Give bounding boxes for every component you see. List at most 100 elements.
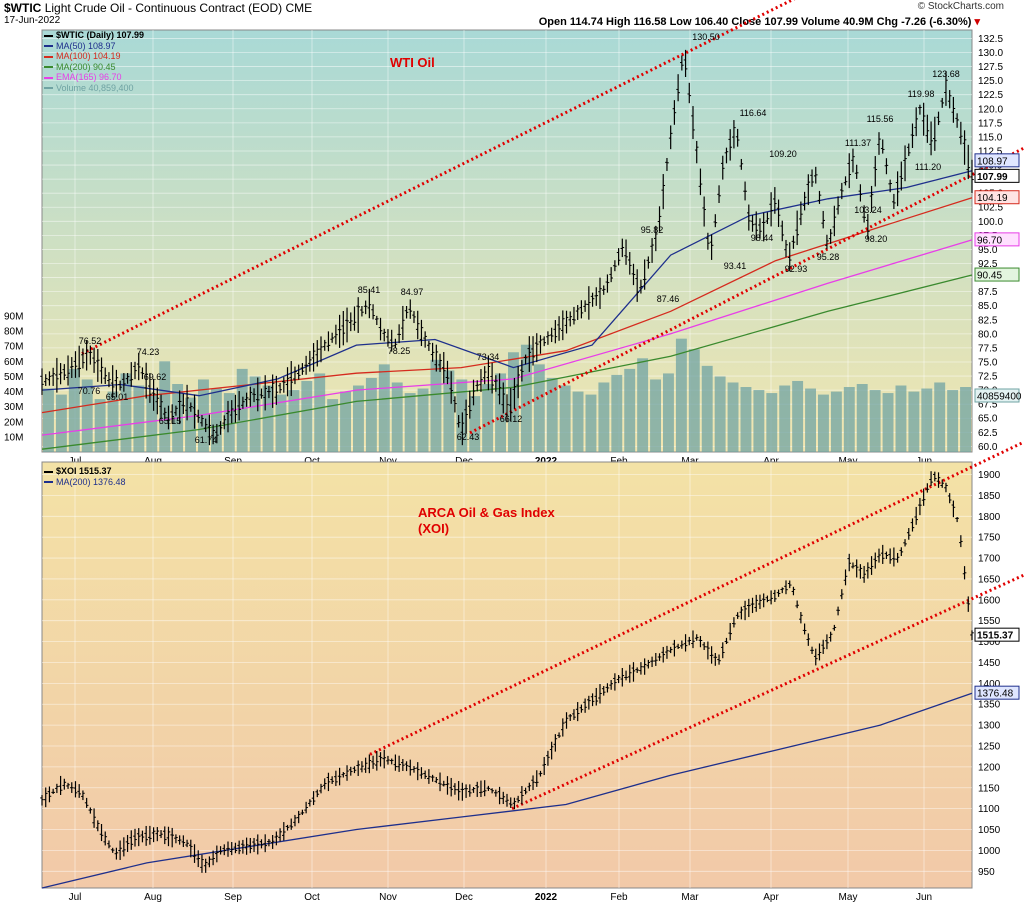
ohlc-summary: Open 114.74 High 116.58 Low 106.40 Close… (539, 15, 980, 28)
x-tick-label: Apr (763, 892, 779, 903)
exchange-label: CME (285, 1, 313, 15)
volume-bar (391, 382, 403, 452)
end-value-box (974, 685, 1020, 700)
end-value-label: 96.70 (977, 235, 1002, 246)
volume-bar (714, 376, 726, 452)
volume-bar (701, 365, 713, 452)
volume-bar (210, 388, 222, 452)
price-annotation: 78.25 (388, 346, 411, 356)
end-value-box (974, 168, 1020, 183)
end-value-label: 90.45 (977, 271, 1002, 282)
volume-bar (327, 399, 339, 452)
volume-bar (520, 344, 532, 452)
volume-bar (792, 380, 804, 452)
volume-bar (753, 390, 765, 452)
legend-swatch (44, 45, 53, 48)
volume-bar (727, 382, 739, 452)
x-tick-label: Jul (69, 892, 82, 903)
volume-bar (947, 390, 959, 452)
price-annotation: 92.93 (785, 264, 808, 274)
legend-swatch (44, 76, 53, 79)
volume-tick-label: 70M (4, 342, 23, 353)
volume-bar (353, 385, 364, 452)
volume-bar (611, 374, 623, 452)
x-tick-label: 2022 (535, 892, 558, 903)
price-annotation: 103.24 (854, 205, 882, 215)
price-annotation: 130.50 (692, 32, 720, 42)
y-tick-label: 1600 (978, 595, 1001, 606)
xoi-legend: $XOI 1515.37 MA(200) 1376.48 (44, 466, 126, 487)
volume-bar (585, 394, 597, 452)
volume-bar (301, 380, 313, 452)
y-tick-label: 112.5 (978, 146, 1003, 157)
volume-bar (908, 391, 920, 452)
y-tick-label: 1100 (978, 804, 1000, 815)
price-annotation: 123.68 (932, 69, 960, 79)
y-tick-label: 120.0 (978, 104, 1003, 115)
x-tick-label: Oct (304, 892, 320, 903)
legend-entry: $XOI 1515.37 (44, 466, 126, 477)
volume-bar (107, 391, 119, 452)
price-annotation: 70.76 (78, 386, 101, 396)
volume-bar (94, 399, 106, 452)
wti-panel: 132.5 130.0 127.5 125.0 122.5 120.0 117.5 115.0… (4, 0, 1024, 467)
y-tick-label: 72.5 (978, 372, 998, 383)
panel-title-sub: (XOI) (418, 521, 449, 536)
instrument-title: Light Crude Oil - Continuous Contract (E… (44, 1, 283, 15)
legend-entry: $WTIC (Daily) 107.99 (44, 30, 144, 41)
y-tick-label: 125.0 (978, 76, 1003, 87)
volume-bar (482, 384, 494, 452)
price-annotation: 109.20 (769, 149, 797, 159)
volume-bar (275, 394, 287, 452)
xoi-ma200-line (41, 692, 973, 889)
volume-bar (43, 388, 54, 452)
y-tick-label: 92.5 (978, 259, 998, 270)
end-value-box (974, 627, 1020, 642)
volume-bar (559, 385, 571, 452)
volume-bar (895, 385, 907, 452)
price-annotation: 61.74 (195, 435, 218, 445)
price-annotation: 93.41 (724, 261, 747, 271)
xoi-panel: 1900 1850 1800 1750 1700 1650 1600 1550 1500 1450… (40, 440, 1024, 903)
plot-area (41, 29, 973, 453)
end-value-label: 1376.48 (977, 689, 1014, 700)
xoi-lower-trend-line (511, 573, 1024, 811)
volume-bar (675, 338, 687, 452)
end-value-box (974, 190, 1020, 205)
volume-bar (818, 394, 829, 452)
volume-bar (81, 379, 93, 452)
volume-bar (882, 393, 894, 452)
volume-bar (572, 391, 584, 452)
volume-tick-label: 50M (4, 372, 23, 383)
ohlc-text: Open 114.74 High 116.58 Low 106.40 Close… (538, 16, 972, 28)
legend-label: $WTIC (Daily) 107.99 (56, 30, 145, 40)
legend-swatch (44, 481, 53, 484)
chart-date: 17-Jun-2022 (4, 15, 61, 26)
down-arrow-icon: ▾ (974, 16, 980, 28)
x-tick-label: Dec (455, 892, 473, 903)
volume-bar (740, 387, 752, 452)
volume-bar (766, 393, 778, 452)
price-annotation: 115.56 (867, 114, 894, 124)
volume-bar (779, 385, 791, 452)
legend-swatch (44, 66, 53, 69)
volume-bar (663, 373, 674, 452)
price-annotation: 116.64 (740, 108, 767, 118)
legend-swatch (44, 470, 53, 473)
end-value-label: 108.97 (977, 156, 1008, 167)
y-tick-label: 1300 (978, 721, 1001, 732)
volume-bar (443, 370, 455, 452)
price-annotation: 84.97 (401, 287, 424, 297)
price-annotation: 119.98 (908, 89, 935, 99)
volume-bar (508, 352, 519, 452)
volume-bar (236, 368, 248, 452)
legend-swatch (44, 34, 53, 37)
price-annotation: 111.37 (845, 138, 871, 148)
volume-bar (365, 377, 377, 452)
y-tick-label: 950 (978, 867, 995, 878)
volume-bar (830, 391, 842, 452)
volume-tick-label: 20M (4, 417, 23, 428)
legend-label: Volume 40,859,400 (56, 82, 134, 93)
legend-entry: Volume 40,859,400 (44, 83, 144, 94)
